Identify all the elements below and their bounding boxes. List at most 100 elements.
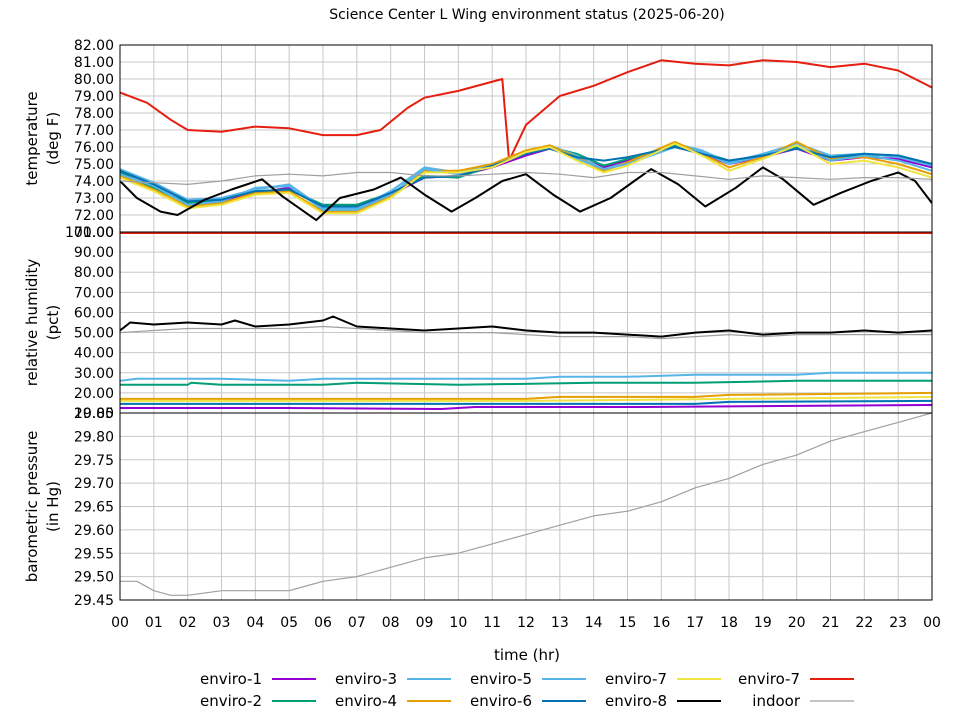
x-tick-label: 17 <box>686 615 704 631</box>
x-tick-label: 03 <box>213 615 231 631</box>
panel-frame <box>119 412 933 601</box>
y-tick-label: 40.00 <box>74 346 114 362</box>
legend-label: enviro-4 <box>335 692 397 710</box>
legend: enviro-1 enviro-2 enviro-3 enviro-4 enviro-5… <box>200 670 854 710</box>
x-tick-label: 22 <box>855 615 873 631</box>
y-tick-label: 20.00 <box>74 386 114 402</box>
x-tick-label: 14 <box>585 615 603 631</box>
legend-label: enviro-3 <box>335 670 397 688</box>
y-tick-label: 50.00 <box>74 326 114 342</box>
x-tick-label: 11 <box>483 615 501 631</box>
y-axis-title: (pct) <box>44 305 62 340</box>
chart-title: Science Center L Wing environment status… <box>329 7 725 23</box>
y-tick-label: 29.75 <box>74 453 114 469</box>
series-line-enviro-7 <box>120 395 932 402</box>
series-line-enviro-2 <box>120 379 932 386</box>
legend-item-enviro-3: enviro-3 <box>335 670 451 688</box>
x-tick-label: 20 <box>788 615 806 631</box>
x-tick-label: 01 <box>145 615 163 631</box>
legend-item-enviro-6: enviro-6 <box>470 692 586 710</box>
legend-item-enviro-4: enviro-4 <box>335 692 451 710</box>
legend-item-enviro-7: enviro-7 <box>738 670 854 688</box>
y-tick-label: 73.00 <box>74 191 114 207</box>
y-axis-title: barometric pressure <box>23 431 41 583</box>
y-axis-title: temperature <box>23 91 41 185</box>
y-tick-label: 29.55 <box>74 546 114 562</box>
panel-3: 29.85 29.80 29.75 29.70 29.65 29.60 29.55 29.50… <box>23 406 933 609</box>
y-tick-label: 29.45 <box>74 593 114 609</box>
y-axis-title: relative humidity <box>23 259 41 387</box>
legend-label: enviro-2 <box>200 692 262 710</box>
y-axis-title: (in Hg) <box>44 481 62 532</box>
panel-2: 100.00 90.00 80.00 70.00 60.00 50.00 40.00 30.0… <box>23 225 933 422</box>
series-line-enviro-8 <box>120 166 932 222</box>
x-axis-title: time (hr) <box>494 646 560 664</box>
y-tick-label: 72.00 <box>74 208 114 224</box>
y-tick-label: 60.00 <box>74 305 114 321</box>
x-tick-label: 02 <box>179 615 197 631</box>
x-tick-label: 08 <box>382 615 400 631</box>
legend-item-indoor: indoor <box>752 692 854 710</box>
legend-item-enviro-7: enviro-7 <box>605 670 721 688</box>
x-tick-label: 00 <box>111 615 129 631</box>
x-tick-label: 05 <box>280 615 298 631</box>
legend-item-enviro-5: enviro-5 <box>470 670 586 688</box>
x-tick-label: 06 <box>314 615 332 631</box>
series-line-indoor <box>120 413 932 596</box>
y-tick-label: 29.50 <box>74 570 114 586</box>
legend-label: enviro-6 <box>470 692 532 710</box>
y-tick-label: 81.00 <box>74 55 114 71</box>
legend-label: enviro-7 <box>605 670 667 688</box>
x-tick-label: 18 <box>720 615 738 631</box>
x-tick-label: 21 <box>822 615 840 631</box>
x-tick-label: 04 <box>246 615 264 631</box>
y-tick-label: 78.00 <box>74 106 114 122</box>
y-tick-label: 77.00 <box>74 123 114 139</box>
series-line-enviro-7 <box>120 142 932 215</box>
x-tick-label: 23 <box>889 615 907 631</box>
series-line-enviro-4 <box>120 140 932 213</box>
panels-group: 82.0081.0080.0079.0078.0077.0076.0075.00… <box>23 38 933 609</box>
y-tick-label: 29.85 <box>74 406 114 422</box>
legend-label: enviro-5 <box>470 670 532 688</box>
y-tick-label: 30.00 <box>74 366 114 382</box>
y-tick-label: 76.00 <box>74 140 114 156</box>
y-tick-label: 100.00 <box>65 225 114 241</box>
series-line-enviro-1 <box>120 404 932 410</box>
y-tick-label: 82.00 <box>74 38 114 54</box>
series-line-enviro-8 <box>120 315 932 338</box>
series-line-enviro-7 <box>120 59 932 162</box>
series-line-enviro-6 <box>120 146 932 208</box>
x-tick-label: 16 <box>652 615 670 631</box>
y-tick-label: 29.65 <box>74 500 114 516</box>
y-tick-label: 29.60 <box>74 523 114 539</box>
x-tick-label: 13 <box>551 615 569 631</box>
x-tick-label: 07 <box>348 615 366 631</box>
y-tick-label: 29.70 <box>74 476 114 492</box>
y-tick-label: 80.00 <box>74 265 114 281</box>
series-line-indoor <box>120 325 932 340</box>
y-tick-label: 90.00 <box>74 245 114 261</box>
legend-label: enviro-7 <box>738 670 800 688</box>
series-line-enviro-3 <box>120 371 932 382</box>
x-tick-label: 09 <box>416 615 434 631</box>
x-tick-labels: 00 01 02 03 04 05 06 07 08 09 10 11 12 13 14 15 16 17 18 19… <box>111 615 941 631</box>
legend-item-enviro-2: enviro-2 <box>200 692 316 710</box>
x-tick-label: 15 <box>619 615 637 631</box>
y-tick-label: 10.00 <box>74 406 114 422</box>
x-tick-label: 12 <box>517 615 535 631</box>
y-tick-label: 71.00 <box>74 225 114 241</box>
y-tick-label: 75.00 <box>74 157 114 173</box>
series-line-indoor <box>120 171 932 185</box>
y-axis-title: (deg F) <box>44 112 62 165</box>
x-tick-label: 10 <box>449 615 467 631</box>
x-tick-label: 00 <box>923 615 941 631</box>
legend-label: enviro-8 <box>605 692 667 710</box>
series-line-enviro-4 <box>120 391 932 400</box>
series-line-enviro-6 <box>120 399 932 405</box>
panel-1: 82.0081.0080.0079.0078.0077.0076.0075.00… <box>23 38 933 241</box>
y-tick-label: 74.00 <box>74 174 114 190</box>
legend-label: indoor <box>752 692 801 710</box>
y-tick-label: 70.00 <box>74 285 114 301</box>
legend-item-enviro-1: enviro-1 <box>200 670 316 688</box>
